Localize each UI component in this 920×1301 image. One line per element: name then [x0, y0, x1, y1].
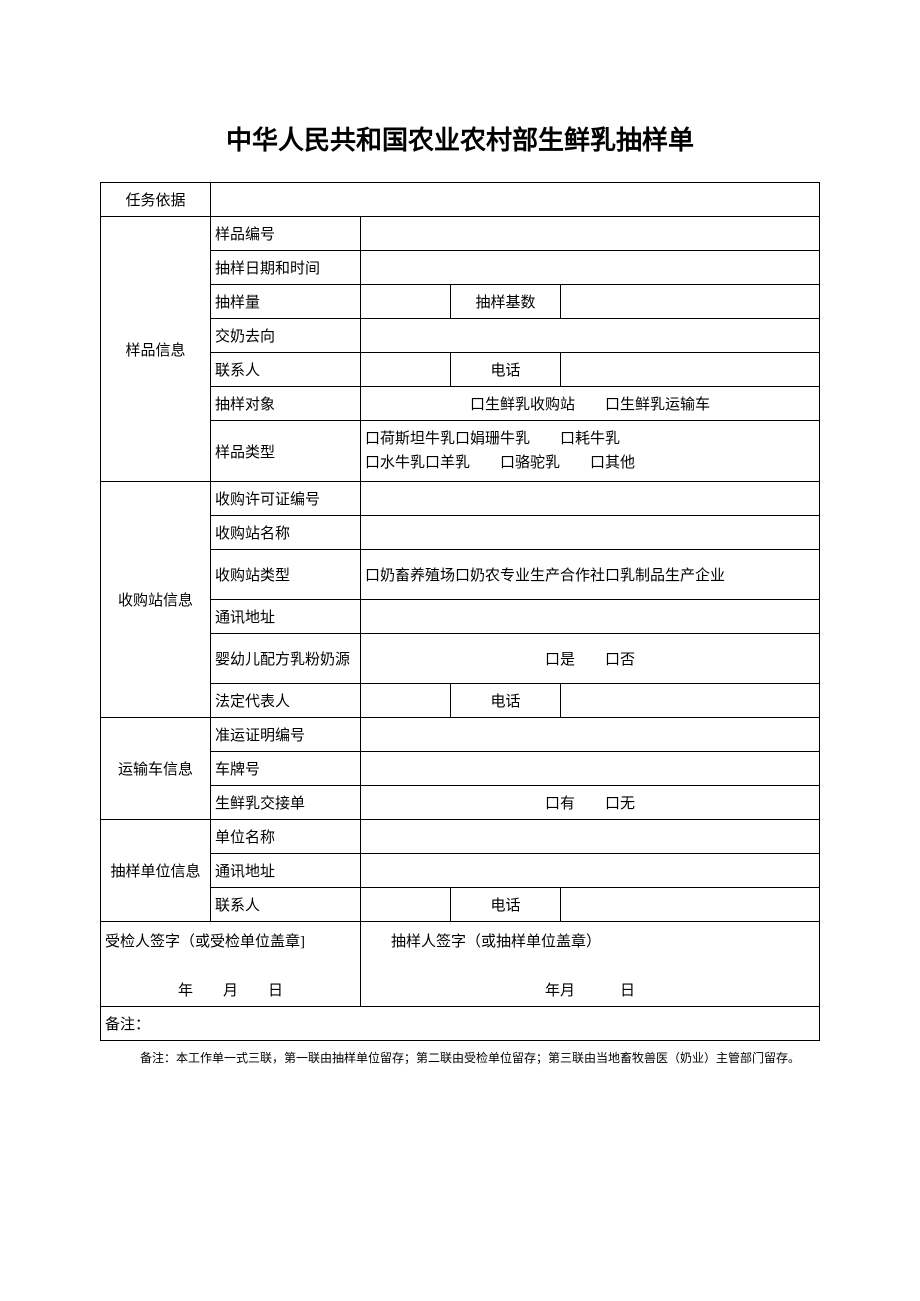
page-title: 中华人民共和国农业农村部生鲜乳抽样单: [100, 120, 820, 157]
station-address-label: 通讯地址: [211, 600, 361, 634]
inspectee-sig-label: 受检人签字（或受检单位盖章]: [101, 922, 361, 967]
form-table: 任务依据 样品信息 样品编号 抽样日期和时间 抽样量 抽样基数 交奶去向 联系人…: [100, 182, 820, 1041]
sample-id-value[interactable]: [361, 217, 820, 251]
sample-volume-value[interactable]: [361, 285, 451, 319]
unit-name-value[interactable]: [361, 820, 820, 854]
receipt-label: 生鲜乳交接单: [211, 786, 361, 820]
station-license-value[interactable]: [361, 482, 820, 516]
sample-datetime-value[interactable]: [361, 251, 820, 285]
station-type-label: 收购站类型: [211, 550, 361, 600]
infant-formula-options[interactable]: 口是 口否: [361, 634, 820, 684]
task-basis-value[interactable]: [211, 183, 820, 217]
unit-address-value[interactable]: [361, 854, 820, 888]
sample-contact-label: 联系人: [211, 353, 361, 387]
sample-target-options[interactable]: 口生鲜乳收购站 口生鲜乳运输车: [361, 387, 820, 421]
unit-name-label: 单位名称: [211, 820, 361, 854]
sample-phone-label: 电话: [451, 353, 561, 387]
sample-datetime-label: 抽样日期和时间: [211, 251, 361, 285]
plate-value[interactable]: [361, 752, 820, 786]
station-info-label: 收购站信息: [101, 482, 211, 718]
destination-value[interactable]: [361, 319, 820, 353]
date-left[interactable]: 年 月 日: [101, 967, 361, 1007]
permit-value[interactable]: [361, 718, 820, 752]
sample-contact-value[interactable]: [361, 353, 451, 387]
sample-type-options[interactable]: 口荷斯坦牛乳口娟珊牛乳 口耗牛乳 口水牛乳口羊乳 口骆驼乳 口其他: [361, 421, 820, 482]
date-right[interactable]: 年月 日: [361, 967, 820, 1007]
station-phone-label: 电话: [451, 684, 561, 718]
unit-phone-label: 电话: [451, 888, 561, 922]
sample-volume-label: 抽样量: [211, 285, 361, 319]
unit-contact-value[interactable]: [361, 888, 451, 922]
task-basis-label: 任务依据: [101, 183, 211, 217]
sample-info-label: 样品信息: [101, 217, 211, 482]
unit-contact-label: 联系人: [211, 888, 361, 922]
receipt-options[interactable]: 口有 口无: [361, 786, 820, 820]
permit-label: 准运证明编号: [211, 718, 361, 752]
sampler-sig-label: 抽样人签字（或抽样单位盖章）: [361, 922, 820, 967]
legal-rep-value[interactable]: [361, 684, 451, 718]
station-name-value[interactable]: [361, 516, 820, 550]
sample-base-label: 抽样基数: [451, 285, 561, 319]
unit-address-label: 通讯地址: [211, 854, 361, 888]
sample-id-label: 样品编号: [211, 217, 361, 251]
station-name-label: 收购站名称: [211, 516, 361, 550]
station-phone-value[interactable]: [561, 684, 820, 718]
unit-phone-value[interactable]: [561, 888, 820, 922]
transport-info-label: 运输车信息: [101, 718, 211, 820]
destination-label: 交奶去向: [211, 319, 361, 353]
sample-base-value[interactable]: [561, 285, 820, 319]
legal-rep-label: 法定代表人: [211, 684, 361, 718]
plate-label: 车牌号: [211, 752, 361, 786]
sampling-unit-label: 抽样单位信息: [101, 820, 211, 922]
sample-target-label: 抽样对象: [211, 387, 361, 421]
footnote: 备注：本工作单一式三联，第一联由抽样单位留存；第二联由受检单位留存；第三联由当地…: [136, 1049, 820, 1067]
station-type-options[interactable]: 口奶畜养殖场口奶农专业生产合作社口乳制品生产企业: [361, 550, 820, 600]
sample-phone-value[interactable]: [561, 353, 820, 387]
station-address-value[interactable]: [361, 600, 820, 634]
infant-formula-label: 婴幼儿配方乳粉奶源: [211, 634, 361, 684]
remark-label: 备注：: [101, 1007, 820, 1041]
station-license-label: 收购许可证编号: [211, 482, 361, 516]
sample-type-label: 样品类型: [211, 421, 361, 482]
